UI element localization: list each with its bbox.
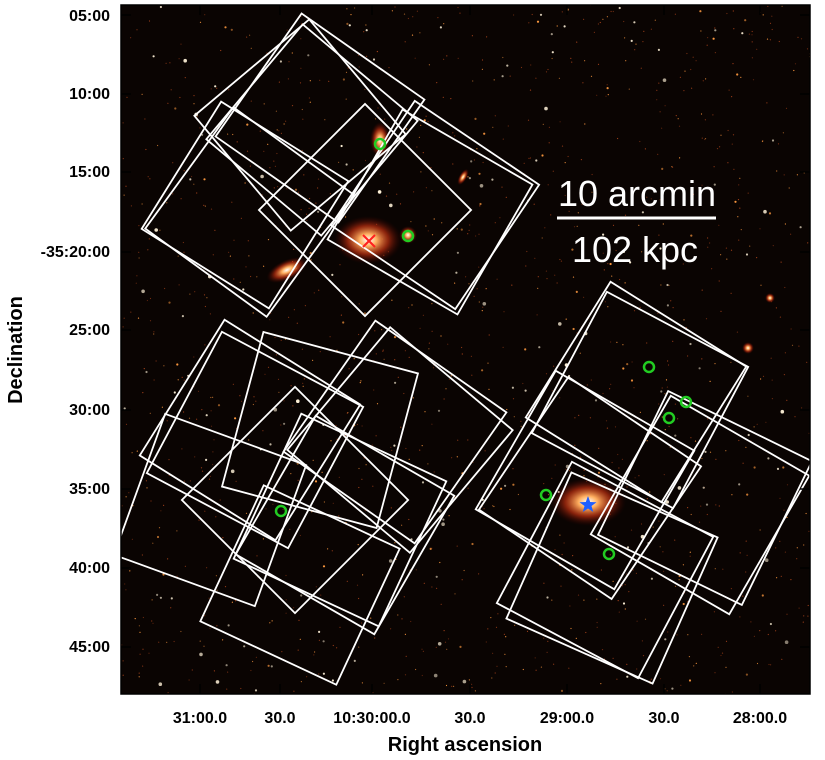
source-circle <box>662 411 676 425</box>
source-circle <box>401 229 415 243</box>
sky-image <box>121 5 810 694</box>
plot-frame <box>120 4 811 695</box>
scale-bar-angular-label: 10 arcmin <box>558 173 716 214</box>
pointing-footprint <box>589 394 810 616</box>
pointing-footprint <box>596 389 810 607</box>
x-tick-label: 29:00.0 <box>540 710 594 727</box>
pointing-footprint <box>477 375 703 601</box>
marked-source-star-icon <box>579 496 597 512</box>
cross-marker <box>362 234 376 248</box>
x-tick-label: 10:30:00.0 <box>333 710 410 727</box>
y-tick-label: 40:00 <box>69 560 110 577</box>
pointing-footprint <box>138 318 362 542</box>
pointing-footprint <box>282 319 508 545</box>
pointing-footprint <box>474 369 696 591</box>
pointing-footprint <box>505 471 719 685</box>
pointing-footprint <box>257 102 473 318</box>
y-axis-tick-labels: 05:00 10:00 15:00 -35:20:00 25:00 30:00 … <box>41 8 110 656</box>
y-axis-title: Declination <box>5 296 27 404</box>
x-axis-title: Right ascension <box>388 734 542 756</box>
pointing-footprint <box>214 12 426 224</box>
pointing-footprint <box>143 105 357 319</box>
pointing-footprint <box>234 414 456 636</box>
pointing-footprints <box>121 12 810 686</box>
scale-bar-physical-label: 102 kpc <box>572 229 698 270</box>
source-circle <box>679 395 693 409</box>
pointing-footprint <box>495 460 715 680</box>
pointing-footprint <box>530 290 750 510</box>
x-tick-label: 30.0 <box>648 710 679 727</box>
x-tick-label: 30.0 <box>454 710 485 727</box>
scale-bar: 10 arcmin 102 kpc <box>557 173 716 270</box>
tick-marks <box>121 5 810 694</box>
y-tick-label: 25:00 <box>69 322 110 339</box>
pointing-footprint <box>329 99 541 311</box>
y-tick-label: 30:00 <box>69 402 110 419</box>
x-tick-label: 30.0 <box>264 710 295 727</box>
pointing-footprint <box>220 330 420 530</box>
y-tick-label: -35:20:00 <box>41 244 110 261</box>
pointing-footprint <box>140 100 350 310</box>
y-tick-label: 15:00 <box>69 164 110 181</box>
pointing-footprint <box>199 484 401 686</box>
source-circle <box>642 360 656 374</box>
pointing-footprint <box>145 330 365 550</box>
x-tick-label: 28:00.0 <box>733 710 787 727</box>
y-tick-label: 05:00 <box>69 8 110 25</box>
source-circle <box>602 547 616 561</box>
y-tick-label: 10:00 <box>69 86 110 103</box>
source-circle <box>373 137 387 151</box>
x-tick-label: 31:00.0 <box>173 710 227 727</box>
pointing-footprint <box>524 280 748 504</box>
y-tick-label: 45:00 <box>69 639 110 656</box>
x-axis-tick-labels: 31:00.0 30.0 10:30:00.0 30.0 29:00.0 30.… <box>173 710 787 727</box>
y-tick-label: 35:00 <box>69 481 110 498</box>
source-circle <box>539 488 553 502</box>
source-circle <box>274 504 288 518</box>
pointing-footprint <box>286 326 514 554</box>
source-circles <box>274 137 693 561</box>
pointing-footprint <box>121 412 308 608</box>
